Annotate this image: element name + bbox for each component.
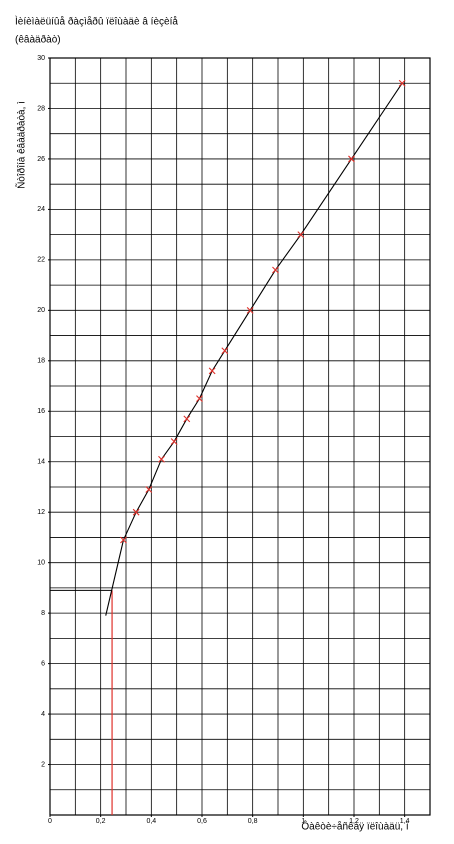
- x-axis-label: Ôàêòè÷åñêàÿ ïëîùàäü, ì: [301, 820, 408, 833]
- y-tick-label: 20: [37, 307, 45, 314]
- x-tick-label: 0,8: [248, 818, 258, 825]
- y-tick-label: 30: [37, 55, 45, 62]
- y-tick-label: 8: [41, 610, 45, 617]
- line: [105, 82, 403, 616]
- x-tick-label: 1,4: [400, 818, 410, 825]
- plot-frame: [49, 57, 431, 816]
- point: [120, 536, 127, 544]
- point: [183, 415, 191, 423]
- chart-title: Ìèíèìàëüíûå ðàçìåðû ïëîùàäè â íèçèíå: [15, 15, 178, 28]
- x-tick-label: 0,2: [96, 818, 106, 825]
- point: [348, 155, 355, 163]
- y-tick-label: 12: [37, 509, 45, 516]
- point: [196, 395, 203, 403]
- y-tick-label: 18: [37, 358, 45, 365]
- point: [297, 231, 305, 239]
- y-tick-label: 24: [37, 206, 45, 213]
- x-tick-label: 1: [301, 818, 305, 825]
- point: [246, 306, 254, 314]
- y-tick-label: 4: [41, 711, 45, 718]
- y-tick-label: 22: [37, 257, 45, 264]
- point: [398, 79, 406, 87]
- point: [158, 455, 165, 463]
- y-tick-label: 2: [41, 761, 45, 768]
- point: [132, 508, 140, 516]
- point: [272, 266, 279, 274]
- y-tick-label: 6: [41, 660, 45, 667]
- x-tick-label: 1,2: [349, 818, 359, 825]
- point: [170, 438, 178, 445]
- x-tick-label: 0,6: [197, 818, 207, 825]
- x-tick-label: 0: [48, 818, 52, 825]
- point: [145, 486, 153, 493]
- chart-subtitle: (êâàäðàò): [15, 34, 61, 46]
- y-tick-label: 26: [37, 156, 45, 163]
- x-tick-label: 0,4: [146, 818, 156, 825]
- y-tick-label: 10: [37, 560, 45, 567]
- y-tick-label: 14: [37, 459, 45, 466]
- point: [221, 347, 229, 355]
- y-axis-label: Ñòîðîíà êâàäðàòà, ì: [15, 101, 28, 189]
- y-tick-label: 28: [37, 105, 45, 112]
- point: [208, 367, 216, 375]
- y-tick-label: 16: [37, 408, 45, 415]
